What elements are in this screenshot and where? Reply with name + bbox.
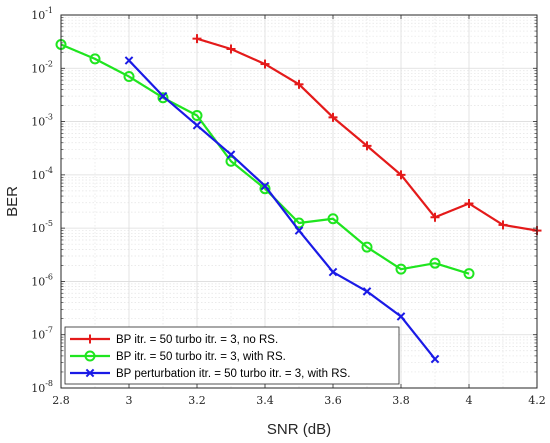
data-point-marker	[327, 213, 339, 225]
data-point-marker	[85, 334, 95, 344]
y-tick-label: 10-8	[31, 379, 53, 395]
marker-stroke	[192, 121, 202, 130]
data-point-marker	[260, 59, 270, 69]
data-point-marker	[260, 181, 270, 191]
legend-entry-3: BP perturbation itr. = 50 turbo itr. = 3…	[70, 368, 350, 380]
data-point-marker	[89, 53, 101, 65]
y-tick-label: 10-5	[31, 219, 53, 235]
y-axis-label: BER	[4, 186, 21, 217]
data-point-marker	[294, 79, 304, 89]
legend-label: BP perturbation itr. = 50 turbo itr. = 3…	[116, 368, 350, 380]
data-point-marker	[191, 109, 203, 121]
legend-entry-2: BP itr. = 50 turbo itr. = 3, with RS.	[70, 350, 286, 363]
marker-stroke	[260, 181, 270, 191]
x-tick-labels: 2.8 3 3.2 3.4 3.6 3.8 4 4.2	[52, 394, 546, 407]
x-tick-label: 2.8	[52, 394, 70, 407]
plot-frame	[60, 14, 538, 389]
series-1	[192, 34, 542, 236]
data-point-marker	[226, 150, 236, 159]
x-tick-label: 3.2	[188, 394, 206, 407]
x-tick-label: 3.4	[256, 394, 274, 407]
data-point-marker	[192, 34, 202, 44]
legend-label: BP itr. = 50 turbo itr. = 3, no RS.	[116, 334, 278, 346]
series-line	[60, 43, 470, 275]
marker-stroke	[226, 150, 236, 159]
data-point-marker	[396, 312, 406, 321]
y-tick-label: 10-7	[31, 326, 53, 342]
y-tick-label: 10-2	[31, 59, 53, 75]
series-line	[128, 59, 436, 360]
x-tick-label: 3	[126, 394, 133, 407]
legend-box	[64, 326, 400, 385]
data-point-marker	[463, 268, 475, 280]
data-point-marker	[361, 241, 373, 253]
series-3	[124, 56, 440, 364]
tick-marks	[60, 14, 538, 389]
marker-stroke	[294, 226, 304, 235]
y-tick-label: 10-6	[31, 272, 53, 288]
data-point-marker	[85, 368, 95, 378]
marker-stroke	[430, 354, 440, 364]
marker-stroke	[124, 56, 134, 65]
data-point-marker	[84, 350, 96, 362]
marker-stroke	[362, 287, 372, 296]
data-point-marker	[157, 92, 169, 104]
data-point-marker	[328, 267, 338, 277]
x-tick-label: 4	[466, 394, 473, 407]
data-point-marker	[192, 121, 202, 130]
marker-stroke	[396, 312, 406, 321]
legend-label: BP itr. = 50 turbo itr. = 3, with RS.	[116, 351, 286, 363]
data-point-marker	[259, 183, 271, 195]
data-point-marker	[158, 91, 168, 101]
data-point-marker	[430, 212, 440, 222]
series-2	[55, 38, 475, 280]
data-point-marker	[396, 170, 406, 180]
data-point-marker	[225, 155, 237, 167]
series-layer	[55, 34, 542, 364]
marker-stroke	[158, 91, 168, 101]
legend-entry-1: BP itr. = 50 turbo itr. = 3, no RS.	[70, 334, 278, 346]
data-point-marker	[294, 226, 304, 235]
y-tick-label: 10-4	[31, 166, 53, 182]
x-tick-label: 3.8	[392, 394, 410, 407]
legend: BP itr. = 50 turbo itr. = 3, no RS. BP it…	[64, 326, 400, 385]
y-tick-labels: 10-8 10-7 10-6 10-5 10-4 10-3 10-2 10-1	[31, 6, 53, 395]
data-point-marker	[123, 71, 135, 83]
data-point-marker	[498, 220, 508, 230]
x-tick-label: 4.2	[528, 394, 546, 407]
marker-stroke	[85, 368, 95, 378]
data-point-marker	[362, 141, 372, 151]
data-point-marker	[430, 354, 440, 364]
data-point-marker	[124, 56, 134, 65]
data-point-marker	[328, 112, 338, 122]
data-point-marker	[429, 257, 441, 269]
data-point-marker	[395, 263, 407, 275]
data-point-marker	[464, 199, 474, 209]
data-point-marker	[226, 44, 236, 54]
x-tick-label: 3.6	[324, 394, 342, 407]
y-tick-label: 10-3	[31, 113, 53, 129]
x-axis-label: SNR (dB)	[267, 421, 331, 438]
marker-stroke	[328, 267, 338, 277]
y-tick-label: 10-1	[31, 6, 53, 22]
data-point-marker	[362, 287, 372, 296]
